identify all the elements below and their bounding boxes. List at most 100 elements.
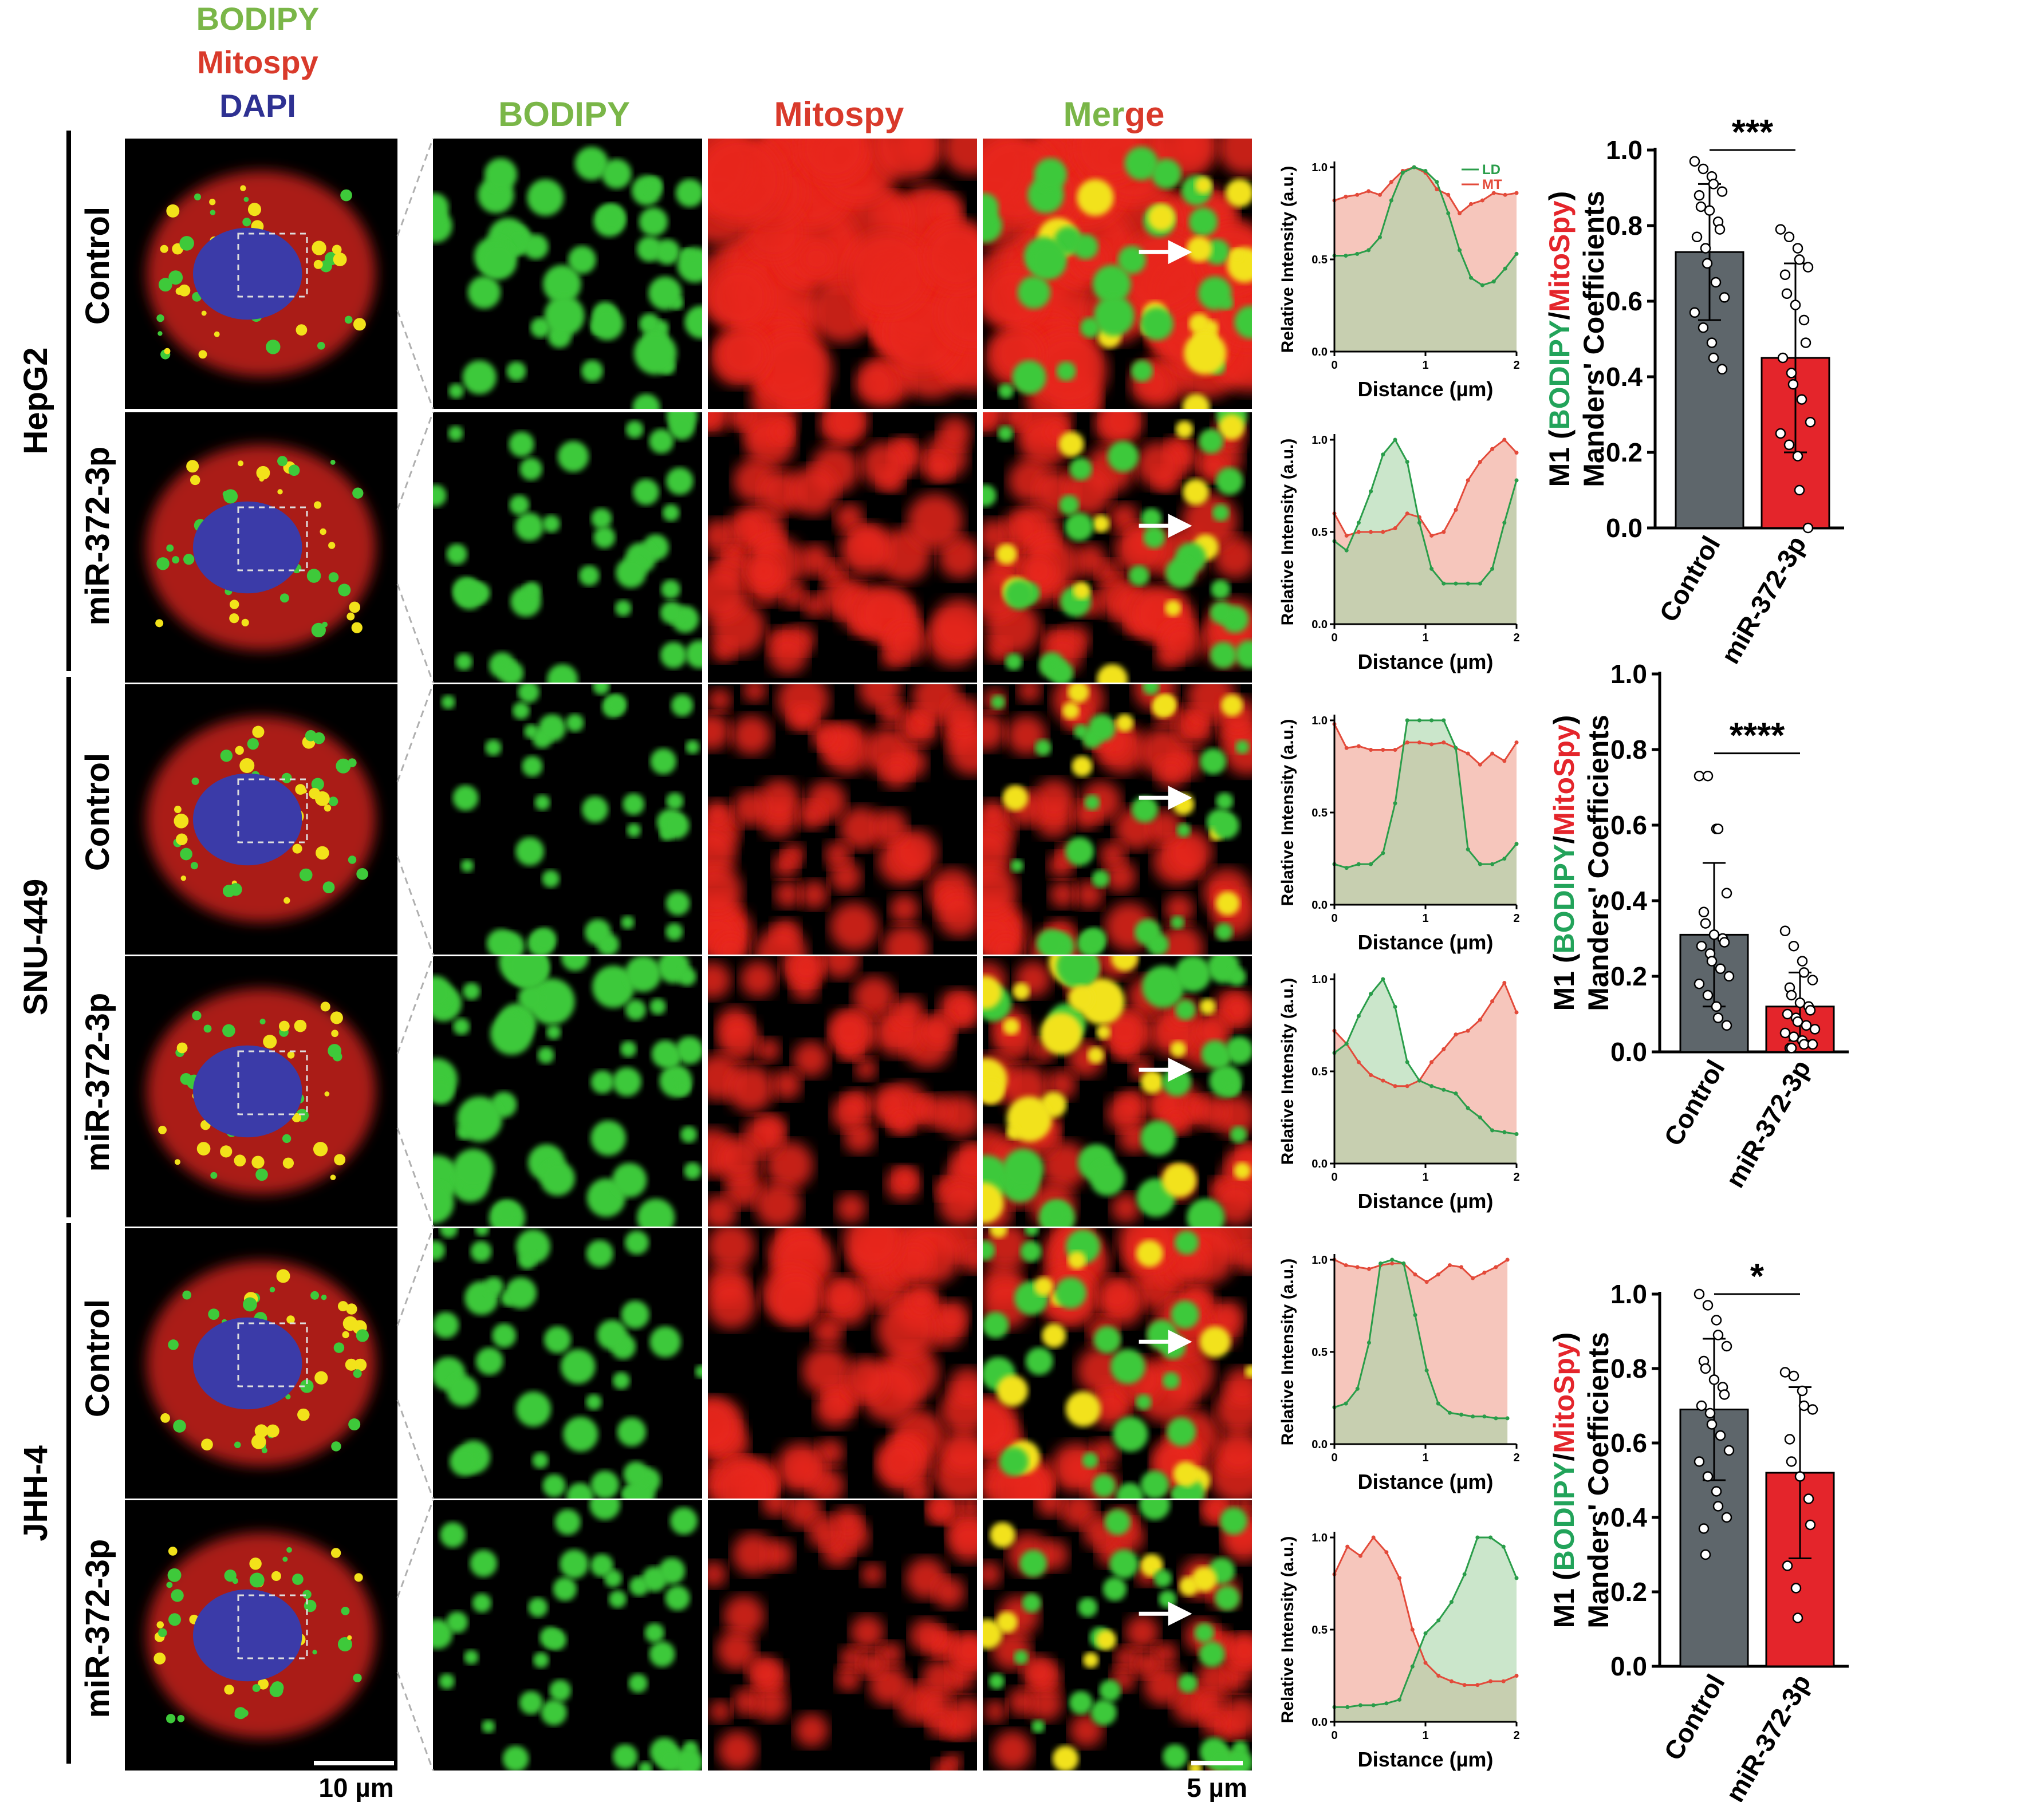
- lipid-droplet: [1147, 1319, 1177, 1350]
- lipid-droplet: [523, 234, 549, 260]
- data-point: [1803, 1493, 1814, 1504]
- lipid-droplet: [532, 927, 557, 952]
- overview-micrograph: [125, 139, 397, 409]
- ld-line-point: [1436, 1401, 1440, 1406]
- lipid-droplet: [269, 1683, 283, 1697]
- mt-line-point: [1410, 1627, 1415, 1632]
- mt-line-point: [1405, 511, 1409, 516]
- lipid-droplet: [254, 1424, 269, 1438]
- lipid-droplet: [1069, 458, 1092, 480]
- lipid-droplet: [515, 837, 545, 866]
- lipid-droplet: [173, 1419, 186, 1433]
- lipid-droplet: [292, 843, 302, 854]
- mitochondria-signal: [708, 566, 748, 621]
- lipid-droplet: [311, 778, 324, 791]
- mitochondria-signal: [727, 1065, 774, 1112]
- micrograph-content: [433, 1500, 702, 1771]
- mitochondria-signal: [935, 1300, 969, 1334]
- zoom-guide-line: [396, 956, 434, 1054]
- bracket-jhh4: [66, 1223, 71, 1764]
- lipid-droplet: [1117, 246, 1146, 274]
- lipid-droplet: [194, 193, 202, 200]
- mitochondria-signal: [1007, 1687, 1037, 1717]
- mt-line-point: [1502, 437, 1507, 442]
- lipid-droplet: [1212, 504, 1230, 522]
- data-point: [1712, 1012, 1724, 1023]
- lipid-droplet: [1034, 1276, 1054, 1296]
- mitochondria-signal: [923, 223, 977, 291]
- lipid-droplet: [297, 1408, 310, 1421]
- lipid-droplet: [519, 458, 542, 480]
- data-point: [1694, 1456, 1705, 1467]
- ld-line: [1334, 719, 1518, 869]
- data-point: [1805, 1519, 1816, 1531]
- mitochondria-signal: [983, 865, 1017, 917]
- mt-line-point: [1344, 195, 1348, 199]
- profile-y-tick-label: 0.5: [1312, 807, 1328, 819]
- lipid-droplet: [251, 1156, 265, 1169]
- lipid-droplet: [590, 1070, 615, 1094]
- zoom-guide-lines: [396, 138, 434, 409]
- mitochondria-signal: [812, 1316, 844, 1347]
- bar-y-tick-label: 0.6: [1610, 810, 1647, 840]
- lipid-droplet: [433, 484, 447, 507]
- data-point: [1783, 439, 1795, 451]
- lipid-droplet: [1073, 581, 1091, 600]
- ld-line-point: [1344, 1401, 1348, 1406]
- lipid-droplet: [1173, 1461, 1199, 1487]
- lipid-droplet: [1225, 179, 1252, 207]
- mt-line-point: [1345, 1544, 1350, 1549]
- mitochondria-signal: [836, 1666, 861, 1692]
- mitochondria-signal: [708, 865, 742, 917]
- lipid-droplet: [593, 684, 610, 695]
- mitochondria-signal: [830, 1012, 869, 1050]
- ld-line-point: [1369, 862, 1373, 866]
- lipid-droplet: [214, 331, 220, 337]
- profile-x-label: Distance (µm): [1358, 650, 1494, 673]
- data-point: [1719, 292, 1730, 303]
- lipid-droplet: [568, 246, 596, 274]
- lipid-droplet: [331, 1030, 338, 1038]
- col-header-merge-green: Mer: [1064, 95, 1125, 133]
- micrograph-content: [983, 1500, 1252, 1771]
- profile-x-tick-label: 1: [1422, 632, 1428, 644]
- micrograph-content: [125, 139, 397, 409]
- bar-category-label: miR-372-3p: [1720, 1669, 1817, 1802]
- ld-line-point: [1369, 992, 1373, 996]
- ld-line-point: [1491, 279, 1496, 284]
- lipid-droplet: [1097, 664, 1128, 683]
- lipid-droplet: [1019, 1549, 1047, 1578]
- ld-area: [1334, 1537, 1517, 1722]
- lipid-droplet: [1004, 579, 1034, 610]
- lipid-droplet: [1171, 1486, 1186, 1499]
- ld-line-point: [1442, 718, 1446, 723]
- legend-mitospy: Mitospy: [197, 44, 318, 80]
- mitochondria-signal: [1135, 441, 1182, 488]
- lipid-droplet: [590, 1553, 614, 1577]
- lipid-droplet: [1082, 1652, 1099, 1668]
- mitochondria-signal: [773, 851, 800, 878]
- lipid-droplet: [460, 859, 474, 873]
- lipid-droplet: [158, 278, 172, 292]
- lipid-droplet: [463, 982, 481, 1000]
- profile-x-tick-label: 0: [1331, 359, 1337, 372]
- data-point: [1700, 243, 1711, 254]
- lipid-droplet: [1159, 1590, 1176, 1608]
- bar-y-label: M1 (BODIPY/MitoSpy): [1548, 715, 1580, 1011]
- ylabel-mitospy: MitoSpy: [1548, 1342, 1580, 1453]
- mt-line-point: [1397, 1576, 1402, 1580]
- profile-y-label: Relative Intensity (a.u.): [1278, 719, 1297, 906]
- lipid-droplet: [347, 1635, 352, 1641]
- lipid-droplet: [983, 1312, 1009, 1339]
- lipid-droplet: [238, 460, 244, 467]
- lipid-droplet: [542, 515, 561, 533]
- mitochondria-signal: [854, 1058, 877, 1081]
- lipid-droplet: [222, 1024, 235, 1038]
- lipid-droplet: [612, 1371, 631, 1390]
- lipid-droplet: [157, 331, 163, 336]
- mitochondria-signal: [938, 1181, 977, 1226]
- mitochondria-signal: [829, 902, 879, 951]
- lipid-droplet: [670, 1507, 698, 1535]
- lipid-droplet: [259, 476, 265, 482]
- lipid-droplet: [657, 1747, 684, 1771]
